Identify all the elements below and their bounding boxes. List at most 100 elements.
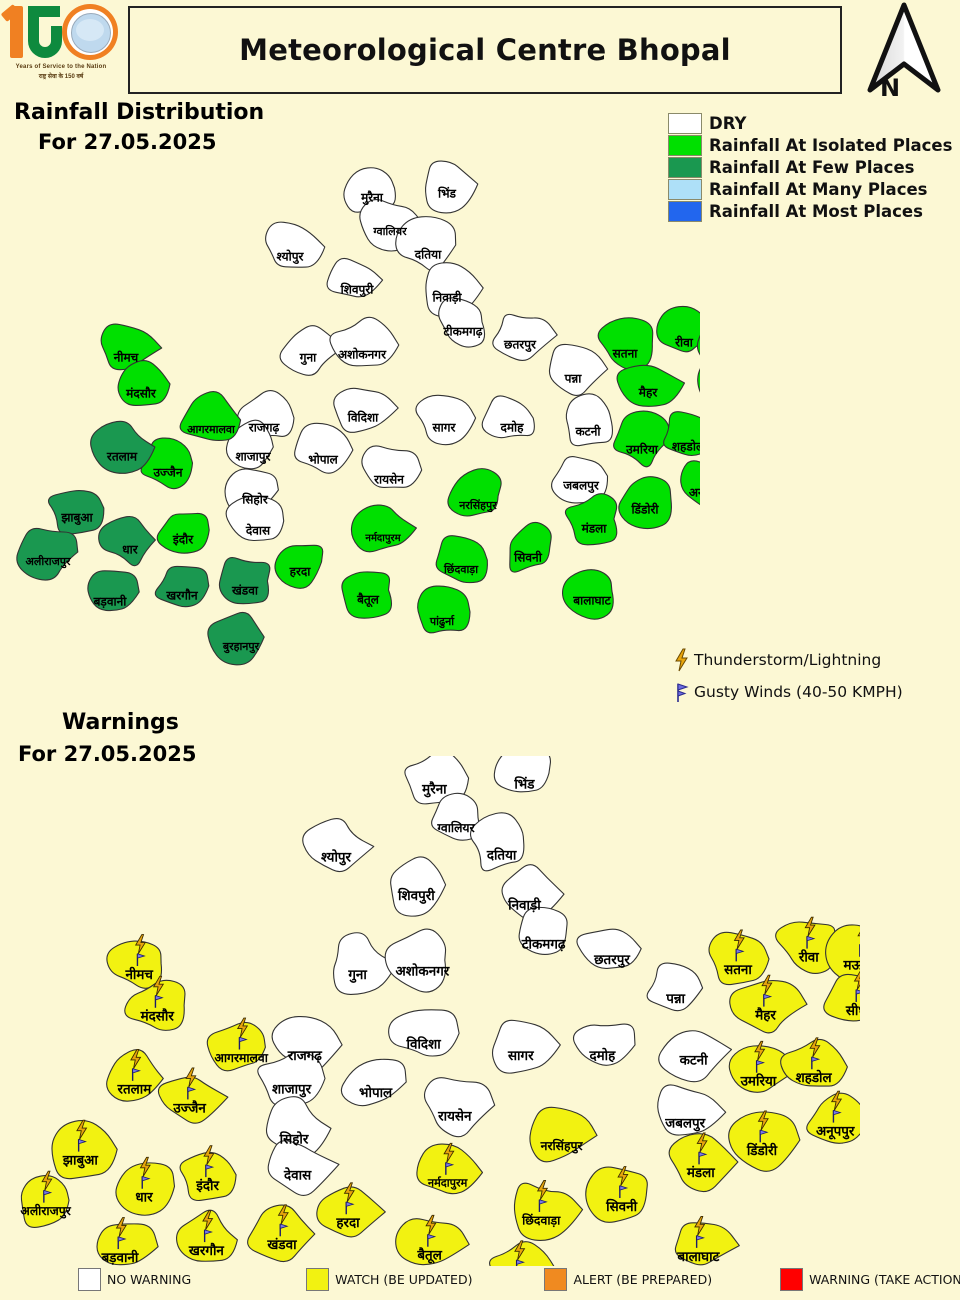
north-label: N <box>880 74 901 102</box>
district-label: बड़वानी <box>101 1249 139 1266</box>
district-rainfall <box>274 544 324 589</box>
lightning-icon <box>857 931 860 937</box>
lightning-icon <box>536 1180 549 1200</box>
legend-swatch <box>668 156 702 178</box>
district-rainfall <box>218 557 271 605</box>
district-label: ग्वालियर <box>372 224 407 238</box>
district-warning <box>267 1140 340 1196</box>
wind-flag-icon <box>154 995 164 1008</box>
district-warning <box>469 812 525 872</box>
district-label: मुरैना <box>360 191 384 206</box>
district-label: नरसिंहपुर <box>458 498 497 513</box>
wind-flag-icon <box>77 1138 87 1152</box>
district-label: अशोकनगर <box>396 962 450 979</box>
wind-flag-icon <box>698 1151 708 1165</box>
warn-legend-no-warning: NO WARNING <box>78 1267 191 1291</box>
logo-digit-1 <box>10 6 23 58</box>
district-rainfall <box>561 569 614 620</box>
district-warning <box>302 817 375 873</box>
legend-label: Rainfall At Few Places <box>709 157 915 177</box>
lightning-icon <box>134 934 147 955</box>
wind-flag-icon <box>832 1109 842 1123</box>
wind-flag-icon <box>735 948 745 962</box>
district-label: श्योपुर <box>321 849 352 866</box>
district-rainfall <box>333 387 399 433</box>
district-label: मंडला <box>581 522 608 536</box>
district-label: विदिशा <box>347 411 379 425</box>
legend-swatch <box>306 1267 330 1291</box>
logo-digit-5 <box>28 6 62 58</box>
district-warning <box>728 1045 798 1093</box>
district-warning <box>646 962 704 1012</box>
district-label: उज्जैन <box>152 466 183 480</box>
district-label: शहडोल <box>796 1069 833 1086</box>
district-label: शिवपुरी <box>397 887 435 904</box>
wind-flag-icon <box>806 935 816 949</box>
district-warning <box>176 1209 238 1262</box>
district-warning <box>206 1021 266 1072</box>
wind-flag-icon <box>203 1229 213 1243</box>
district-rainfall <box>697 368 700 393</box>
district-label: इंदौर <box>195 1177 219 1194</box>
district-label: पन्ना <box>564 372 583 386</box>
warnings-date: For 27.05.2025 <box>18 742 197 766</box>
wind-flag-icon <box>855 989 860 1002</box>
wind-flag-icon <box>345 1201 355 1215</box>
district-label: श्योपुर <box>277 250 305 265</box>
district-warning <box>825 924 860 987</box>
district-label: डिंडोरी <box>746 1142 778 1159</box>
wind-flag-icon <box>672 680 692 704</box>
lightning-icon <box>514 1240 526 1261</box>
district-warning <box>157 1076 229 1124</box>
symbol-label: Gusty Winds (40-50 KMPH) <box>694 683 903 701</box>
lightning-icon <box>343 1182 355 1203</box>
district-label: टीकमगढ़ <box>442 325 483 339</box>
legend-label: WATCH (BE UPDATED) <box>335 1271 473 1287</box>
lightning-icon <box>236 1017 249 1038</box>
district-warning <box>658 1030 733 1083</box>
district-warning <box>780 1038 848 1087</box>
district-label: सतना <box>723 963 752 978</box>
rainfall-title: Rainfall Distribution <box>14 100 265 125</box>
imd-150-logo: Years of Service to the Nation राष्ट्र स… <box>0 0 122 92</box>
district-warning <box>668 1133 739 1193</box>
district-warning <box>423 1077 496 1138</box>
district-warning <box>388 1009 460 1057</box>
district-warning <box>20 1175 70 1228</box>
wind-flag-icon <box>619 1185 629 1199</box>
lightning-icon <box>830 1090 843 1111</box>
legend-swatch <box>668 134 702 156</box>
district-warning <box>529 1106 598 1163</box>
district-warning <box>416 1143 484 1195</box>
district-label: मुरैना <box>421 780 447 797</box>
district-warning <box>390 856 447 917</box>
district-label: अशोकनगर <box>338 348 387 362</box>
district-label: निवाड़ी <box>431 291 462 305</box>
district-warning <box>657 1084 727 1136</box>
district-label: नर्मदापुरम <box>427 1176 469 1191</box>
wind-flag-icon <box>187 1086 197 1100</box>
district-label: मऊगंज <box>843 958 860 974</box>
district-label: मंदसौर <box>140 1008 175 1025</box>
north-arrow-icon: N <box>852 2 956 106</box>
district-label: कटनी <box>574 425 601 439</box>
district-rainfall <box>16 527 79 581</box>
lightning-icon <box>761 974 773 995</box>
district-label: रायसेन <box>437 1107 472 1124</box>
warn-legend-alert: ALERT (BE PREPARED) <box>544 1267 712 1291</box>
district-label: नरसिंहपुर <box>540 1138 584 1154</box>
district-rainfall <box>618 476 672 530</box>
district-label: जबलपुर <box>664 1116 705 1131</box>
header: Years of Service to the Nation राष्ट्र स… <box>0 0 960 102</box>
district-label: विदिशा <box>406 1035 442 1052</box>
warn-legend-watch: WATCH (BE UPDATED) <box>306 1267 473 1291</box>
district-label: पांढुर्ना <box>429 614 455 629</box>
lightning-icon <box>203 1145 215 1166</box>
legend-label: WARNING (TAKE ACTION) <box>809 1271 960 1287</box>
district-warning <box>674 1222 740 1266</box>
legend-item-isolated: Rainfall At Isolated Places <box>668 134 960 156</box>
lightning-icon <box>733 929 745 950</box>
district-label: उमरिया <box>740 1073 777 1090</box>
lightning-icon <box>754 1040 766 1061</box>
district-warning <box>395 1218 470 1266</box>
